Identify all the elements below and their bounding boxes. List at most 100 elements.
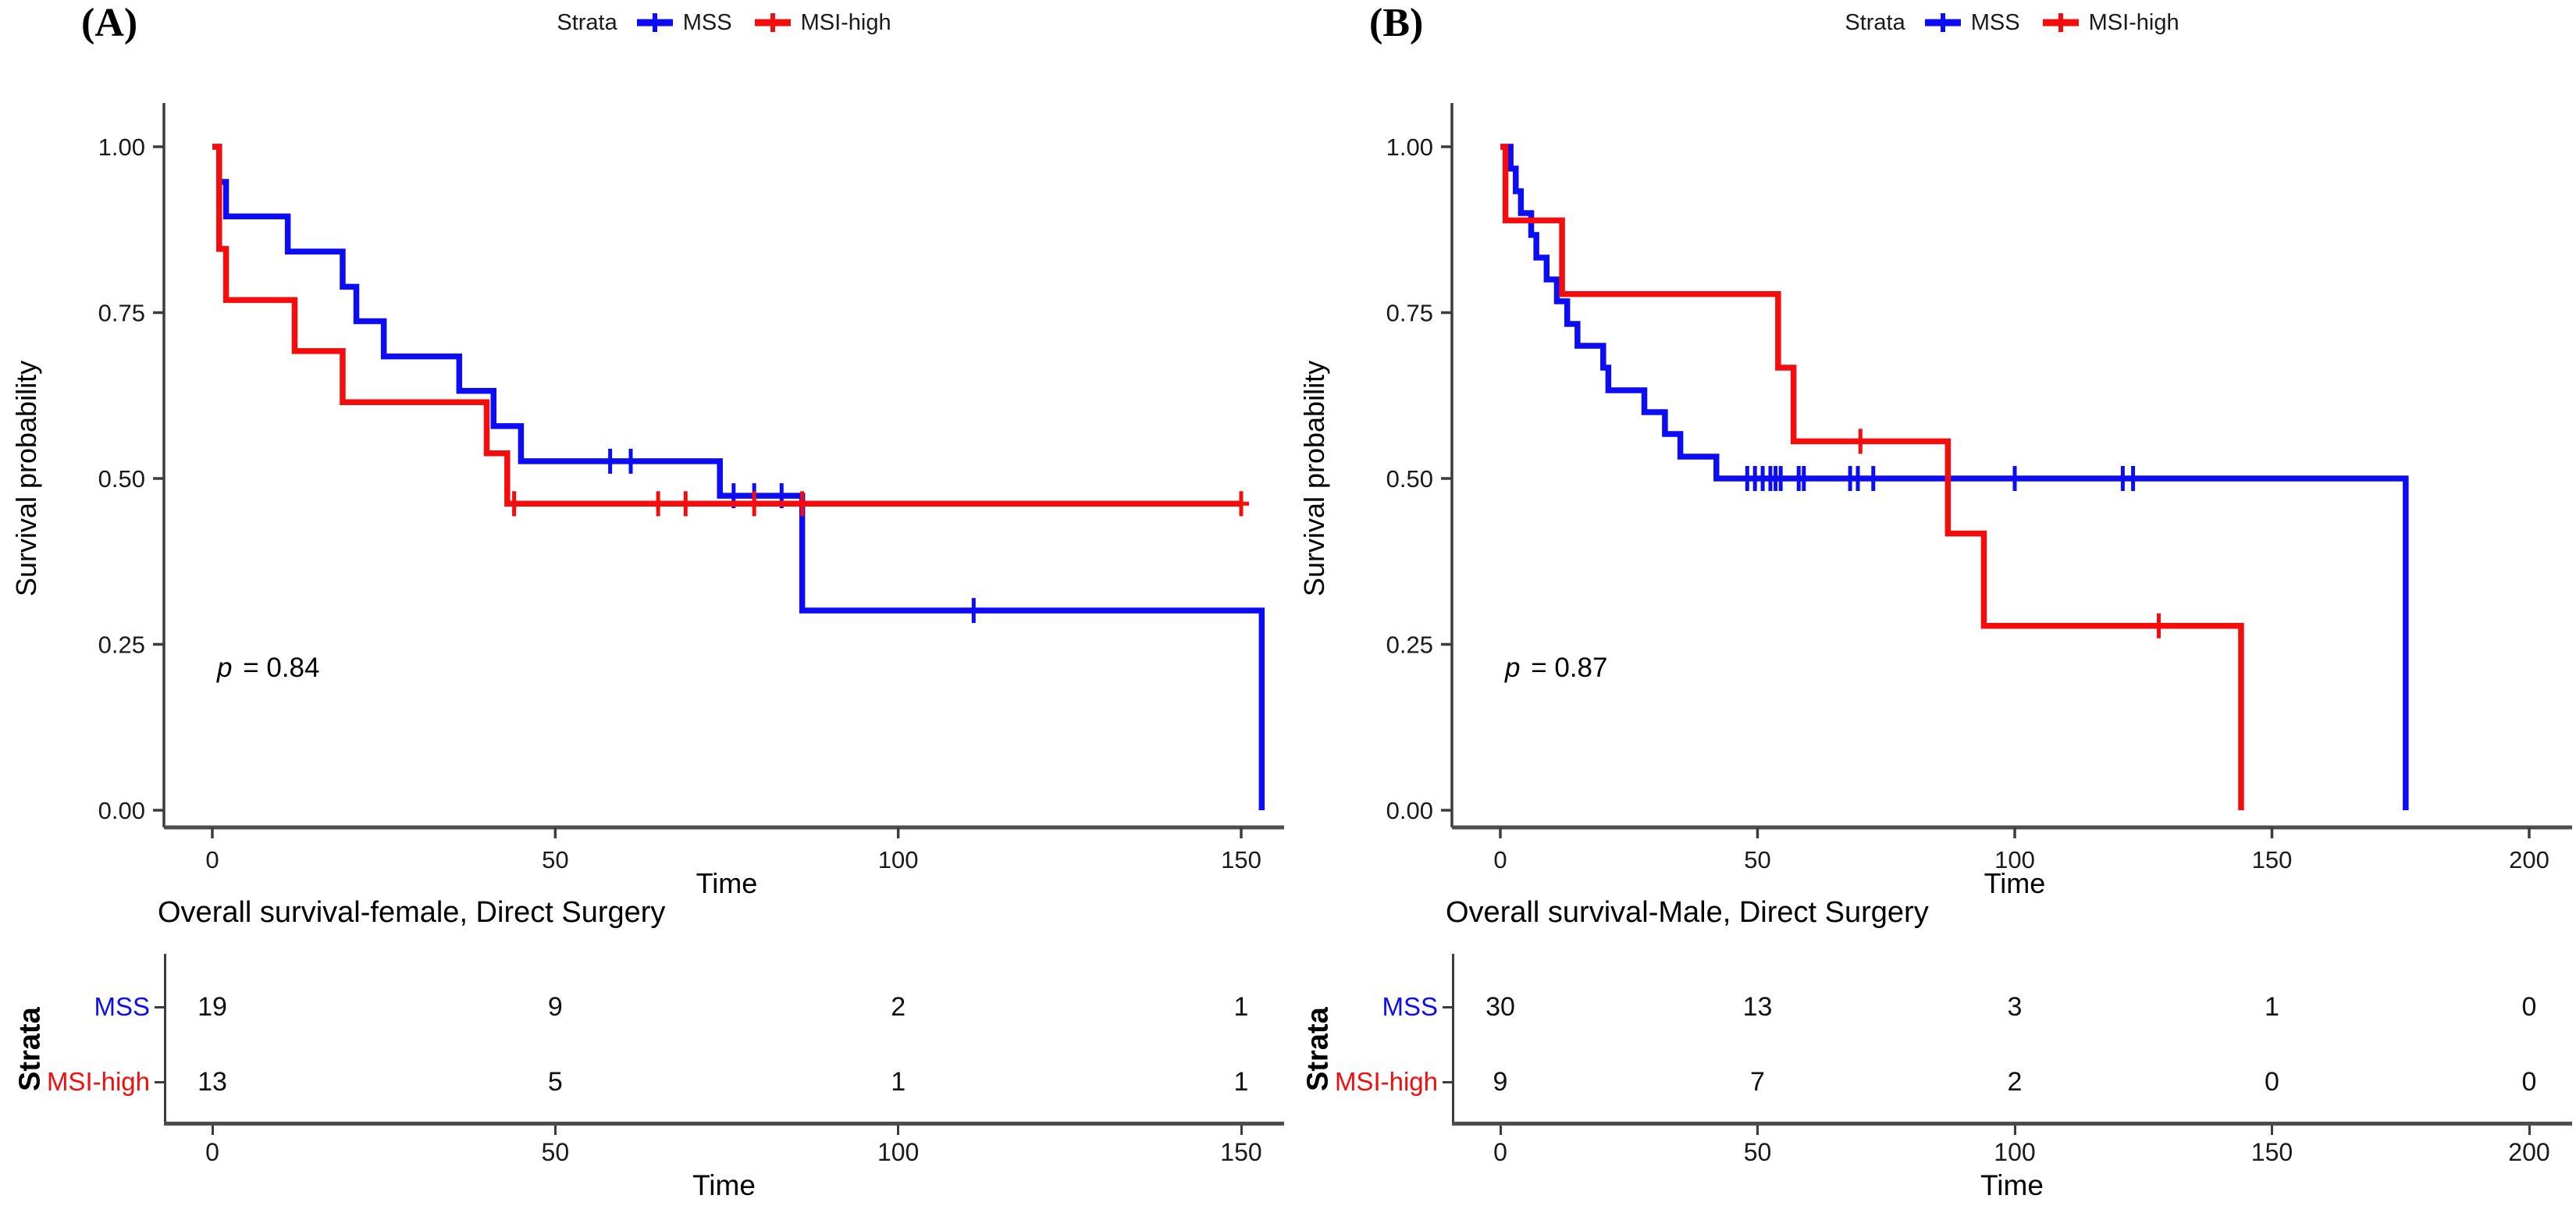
p-symbol: p <box>217 653 233 683</box>
risk-x-tick <box>1499 1126 1502 1135</box>
y-tick-label: 0.75 <box>98 300 145 327</box>
p-value-label: p = 0.84 <box>217 653 319 684</box>
risk-x-tick <box>1756 1126 1759 1135</box>
y-tick-label: 0.50 <box>98 465 145 493</box>
risk-table-title: Overall survival-female, Direct Surgery <box>158 896 666 929</box>
risk-count: 19 <box>197 992 227 1022</box>
risk-x-tick <box>2013 1126 2016 1135</box>
risk-x-tick-label: 150 <box>1220 1138 1262 1166</box>
y-axis-title: Survival probability <box>1298 361 1330 596</box>
x-tick-label: 150 <box>1221 846 1261 873</box>
risk-x-tick-label: 150 <box>2250 1138 2293 1166</box>
risk-count: 2 <box>2007 1067 2023 1097</box>
legend-key-icon <box>2042 13 2079 32</box>
legend-key-icon <box>636 13 673 32</box>
y-tick-label: 1.00 <box>98 133 145 161</box>
risk-count: 0 <box>2521 992 2537 1022</box>
legend-item-label: MSS <box>1970 9 2020 35</box>
risk-table-title: Overall survival-Male, Direct Surgery <box>1446 896 1929 929</box>
km-curve-msi-high <box>212 144 1241 507</box>
x-tick-label: 50 <box>542 846 568 873</box>
risk-row-tick <box>1443 1006 1452 1008</box>
y-axis-title: Survival probability <box>10 361 42 596</box>
risk-x-tick-label: 0 <box>1493 1138 1507 1166</box>
risk-strata-axis-label: Strata <box>1301 1007 1335 1091</box>
x-tick-label: 200 <box>2509 846 2549 873</box>
legend-title: Strata <box>557 9 617 35</box>
panel-a: (A) Strata MSS MSI-high 1.00 0.75 0.50 0.25 0… <box>10 1 1284 1201</box>
legend-item-label: MSI-high <box>800 9 891 35</box>
legend-items: MSS MSI-high <box>635 10 891 36</box>
risk-x-tick <box>2528 1126 2531 1135</box>
x-tick-label: 100 <box>1994 846 2035 873</box>
risk-x-axis-line <box>1452 1122 2572 1126</box>
legend-item-msi-high: MSI-high <box>753 10 891 36</box>
risk-x-tick-label: 0 <box>205 1138 219 1166</box>
panel-a-label: (A) <box>81 1 138 45</box>
km-plot-b: 1.00 0.75 0.50 0.25 0.00 0 50 100 150 200 Survival… <box>1298 103 2572 899</box>
x-axis-title: Time <box>1984 867 2046 899</box>
risk-x-tick-label: 100 <box>1994 1138 2036 1166</box>
km-curve-mss <box>1500 144 2409 810</box>
strata-legend-b: Strata MSS MSI-high <box>1452 5 2572 41</box>
legend-item-label: MSS <box>682 9 732 35</box>
risk-x-tick <box>553 1126 557 1135</box>
y-tick-label: 0.00 <box>98 797 145 824</box>
legend-item-label: MSI-high <box>2088 9 2179 35</box>
risk-count: 3 <box>2007 992 2023 1022</box>
risk-x-axis-line <box>164 1122 1284 1126</box>
y-tick-label: 0.75 <box>1386 300 1433 327</box>
y-tick-label: 0.50 <box>1386 465 1433 493</box>
x-axis-title: Time <box>696 867 758 899</box>
risk-time-axis-label: Time <box>1980 1169 2044 1201</box>
risk-y-axis-line <box>164 954 166 1122</box>
risk-row-tick <box>155 1081 164 1083</box>
risk-count: 0 <box>2265 1067 2279 1097</box>
x-tick-label: 0 <box>1493 846 1507 873</box>
p-value-text: = 0.87 <box>1523 653 1608 683</box>
p-symbol: p <box>1505 653 1521 683</box>
legend-item-mss: MSS <box>1923 10 2020 36</box>
risk-x-tick-label: 100 <box>877 1138 920 1166</box>
y-tick-label: 0.25 <box>1386 631 1433 659</box>
legend-item-msi-high: MSI-high <box>2041 10 2179 36</box>
x-tick-label: 50 <box>1744 846 1770 873</box>
p-value-text: = 0.84 <box>235 653 320 683</box>
risk-x-tick <box>1240 1126 1243 1135</box>
risk-count: 1 <box>1233 992 1249 1022</box>
km-curve-msi-high <box>1500 144 2244 810</box>
legend-title: Strata <box>1845 9 1905 35</box>
risk-x-tick <box>897 1126 900 1135</box>
km-curve-mss <box>212 144 1265 810</box>
risk-x-tick <box>2271 1126 2273 1135</box>
risk-count: 5 <box>547 1067 563 1097</box>
risk-count: 1 <box>891 1067 906 1097</box>
risk-x-tick-label: 50 <box>1743 1138 1772 1166</box>
panel-b: (B) Strata MSS MSI-high 1.00 0.75 0.50 0.25 0… <box>1288 0 2576 1213</box>
risk-row-tick <box>155 1006 164 1008</box>
legend-key-icon <box>754 13 791 32</box>
risk-count: 1 <box>1233 1067 1249 1097</box>
risk-count: 30 <box>1485 992 1515 1022</box>
risk-count: 0 <box>2521 1067 2537 1097</box>
legend-key-icon <box>1924 13 1961 32</box>
risk-x-tick <box>211 1126 214 1135</box>
risk-count: 7 <box>1750 1067 1765 1097</box>
risk-count: 1 <box>2265 992 2279 1022</box>
legend-items: MSS MSI-high <box>1923 10 2179 36</box>
risk-x-tick-label: 50 <box>541 1138 570 1166</box>
risk-y-axis-line <box>1452 954 1454 1122</box>
km-plot-a: 1.00 0.75 0.50 0.25 0.00 0 50 100 150 Survival pr… <box>10 103 1284 899</box>
p-value-label: p = 0.87 <box>1505 653 1607 684</box>
risk-count: 9 <box>1493 1067 1508 1097</box>
risk-count: 13 <box>1742 992 1773 1022</box>
risk-strata-axis-label: Strata <box>13 1007 47 1091</box>
strata-legend-a: Strata MSS MSI-high <box>164 5 1284 41</box>
x-tick-label: 0 <box>205 846 219 873</box>
x-tick-label: 100 <box>878 846 919 873</box>
risk-time-axis-label: Time <box>692 1169 756 1201</box>
y-tick-label: 0.25 <box>98 631 145 659</box>
risk-x-tick-label: 200 <box>2508 1138 2550 1166</box>
legend-item-mss: MSS <box>635 10 732 36</box>
